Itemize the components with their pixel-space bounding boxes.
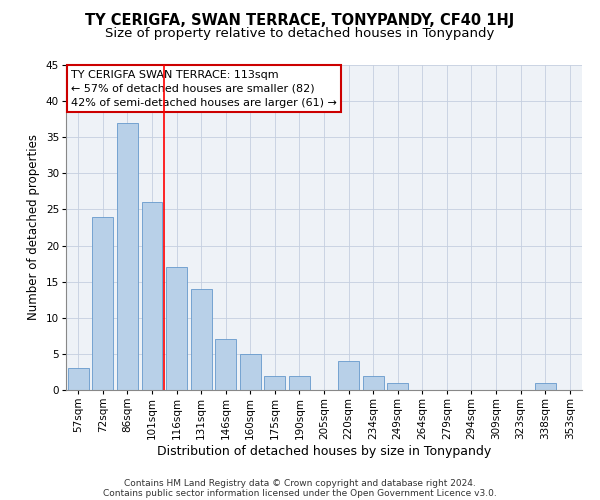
Bar bbox=[535, 383, 556, 390]
Text: TY CERIGFA, SWAN TERRACE, TONYPANDY, CF40 1HJ: TY CERIGFA, SWAN TERRACE, TONYPANDY, CF4… bbox=[85, 12, 515, 28]
Bar bbox=[215, 340, 236, 390]
Text: Contains HM Land Registry data © Crown copyright and database right 2024.: Contains HM Land Registry data © Crown c… bbox=[124, 478, 476, 488]
Bar bbox=[142, 202, 163, 390]
Bar bbox=[240, 354, 261, 390]
Bar bbox=[362, 376, 383, 390]
Bar bbox=[92, 216, 113, 390]
Bar bbox=[117, 123, 138, 390]
Bar bbox=[338, 361, 359, 390]
Bar bbox=[68, 368, 89, 390]
Bar bbox=[191, 289, 212, 390]
Text: Size of property relative to detached houses in Tonypandy: Size of property relative to detached ho… bbox=[106, 28, 494, 40]
Y-axis label: Number of detached properties: Number of detached properties bbox=[27, 134, 40, 320]
X-axis label: Distribution of detached houses by size in Tonypandy: Distribution of detached houses by size … bbox=[157, 444, 491, 458]
Bar bbox=[265, 376, 286, 390]
Bar bbox=[166, 267, 187, 390]
Text: Contains public sector information licensed under the Open Government Licence v3: Contains public sector information licen… bbox=[103, 488, 497, 498]
Bar bbox=[289, 376, 310, 390]
Bar bbox=[387, 383, 408, 390]
Text: TY CERIGFA SWAN TERRACE: 113sqm
← 57% of detached houses are smaller (82)
42% of: TY CERIGFA SWAN TERRACE: 113sqm ← 57% of… bbox=[71, 70, 337, 108]
